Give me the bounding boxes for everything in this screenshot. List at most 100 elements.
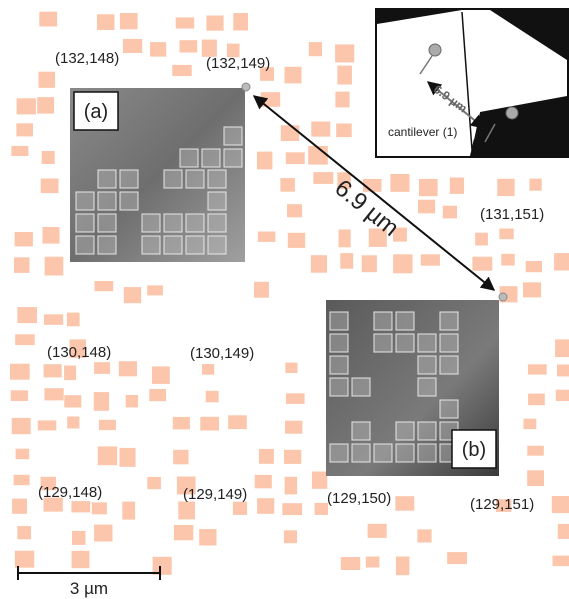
pad (71, 501, 91, 513)
afm-cell (201, 148, 221, 168)
pad (118, 361, 137, 377)
pad (38, 71, 55, 88)
tick (484, 123, 496, 143)
pad (287, 232, 306, 248)
cantilever-shape (474, 100, 567, 156)
pad (122, 38, 143, 53)
pad (528, 393, 545, 406)
afm-cell (395, 311, 415, 331)
afm-cell (417, 333, 437, 353)
pad (199, 529, 217, 546)
pad (525, 261, 542, 273)
panel-box (73, 91, 119, 131)
pad (119, 13, 138, 30)
afm-cell (417, 421, 437, 441)
afm-cell (75, 191, 95, 211)
pad (336, 123, 352, 138)
pad (119, 447, 136, 467)
afm-cell (329, 311, 349, 331)
pad (178, 501, 195, 520)
pad (64, 395, 82, 408)
afm-cell (223, 126, 243, 146)
pad (285, 420, 303, 434)
pad (280, 178, 295, 192)
pad (172, 416, 190, 430)
pad (311, 121, 331, 137)
pad (14, 550, 35, 568)
pad (527, 364, 547, 375)
afm-cell (395, 421, 415, 441)
afm-cell (207, 235, 227, 255)
pad (337, 65, 352, 85)
pad (37, 97, 54, 114)
pad (15, 334, 35, 346)
pad (233, 13, 248, 31)
inset-label: cantilever (1) (388, 125, 457, 139)
pad (497, 178, 515, 197)
afm-cell (351, 443, 371, 463)
pad (284, 449, 302, 464)
pad (338, 229, 351, 248)
pad (393, 254, 413, 274)
pad (202, 364, 215, 375)
pad (552, 555, 569, 567)
pad (365, 556, 380, 568)
pad (311, 471, 328, 489)
pad (529, 178, 542, 191)
afm-cell (395, 443, 415, 463)
pad (44, 388, 64, 401)
pad (442, 205, 457, 219)
grid-label: (129,149) (183, 486, 247, 503)
pad (43, 314, 64, 325)
inset-arrow (426, 81, 486, 129)
afm-cell (329, 443, 349, 463)
pad (43, 497, 63, 512)
pad (13, 474, 30, 486)
afm-cell (417, 377, 437, 397)
afm-cell (75, 213, 95, 233)
pad (555, 339, 569, 358)
pad (17, 526, 31, 540)
grid-label: (129,151) (470, 496, 534, 513)
afm-cell (207, 169, 227, 189)
pad (475, 232, 488, 246)
pad (527, 445, 544, 456)
inset-label: cantilever (2 (491, 83, 557, 97)
pad (173, 449, 189, 465)
pad (310, 255, 327, 273)
pad (554, 253, 569, 271)
pad (12, 498, 27, 514)
afm-cell (373, 443, 393, 463)
pad (152, 556, 172, 575)
afm-cell (329, 355, 349, 375)
pad (260, 67, 274, 81)
pad (16, 98, 36, 115)
panel-box (451, 429, 497, 469)
afm-cell (351, 421, 371, 441)
pad (125, 395, 139, 408)
tip (241, 82, 251, 92)
pad (14, 232, 33, 247)
pad (557, 523, 569, 539)
afm-cell (223, 148, 243, 168)
pad (496, 499, 512, 512)
pad (557, 364, 569, 377)
pad (14, 257, 30, 273)
pad (287, 204, 303, 218)
sphere (505, 106, 519, 120)
pad (285, 362, 298, 373)
afm-cell (163, 213, 183, 233)
panel-label: (a) (84, 101, 108, 123)
panel-label: (b) (462, 439, 486, 461)
pad (232, 501, 248, 515)
afm-cell (439, 355, 459, 375)
pad (314, 502, 328, 515)
afm-cell (329, 333, 349, 353)
afm-cell (97, 213, 117, 233)
pad (173, 525, 194, 541)
grid-label: (129,148) (38, 484, 102, 501)
pad (420, 254, 440, 266)
pad (205, 390, 219, 403)
afm-cell (97, 235, 117, 255)
pad (66, 312, 80, 327)
